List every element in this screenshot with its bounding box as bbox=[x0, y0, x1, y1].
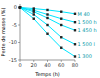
x-axis-label: Temps (h) bbox=[34, 71, 60, 78]
point bbox=[19, 6, 21, 8]
point bbox=[33, 18, 35, 20]
series-line bbox=[20, 8, 75, 45]
x-tick-label: 60 bbox=[58, 62, 64, 68]
point bbox=[19, 6, 21, 8]
point bbox=[74, 43, 76, 45]
point bbox=[19, 6, 21, 8]
y-tick-label: -15 bbox=[9, 57, 17, 63]
series-line bbox=[20, 8, 75, 14]
point bbox=[60, 11, 62, 13]
y-tick-label: -10 bbox=[9, 39, 17, 45]
series-label: M 40 bbox=[78, 11, 90, 17]
point bbox=[74, 55, 76, 57]
y-tick bbox=[18, 60, 20, 61]
x-tick-label: 80 bbox=[72, 62, 78, 68]
point bbox=[74, 21, 76, 23]
series-label: 1 500 l bbox=[78, 41, 95, 47]
point bbox=[74, 13, 76, 15]
point bbox=[33, 11, 35, 13]
point bbox=[46, 13, 48, 15]
series-label: 1 300 bbox=[78, 53, 92, 59]
point bbox=[33, 13, 35, 15]
point bbox=[60, 18, 62, 20]
x-tick-label: 0 bbox=[18, 62, 21, 68]
y-tick bbox=[18, 42, 20, 43]
x-tick-label: 20 bbox=[31, 62, 37, 68]
point bbox=[46, 17, 48, 19]
chart: 0 20 40 60 80 0 -5 -10 -15 Temps (h) Perte de mass… bbox=[0, 0, 100, 78]
x-tick-label: 40 bbox=[44, 62, 50, 68]
point bbox=[46, 9, 48, 11]
point bbox=[19, 6, 21, 8]
point bbox=[74, 29, 76, 31]
point bbox=[19, 6, 21, 8]
series-label: 1 500 h bbox=[78, 19, 97, 25]
plot-area bbox=[19, 6, 76, 57]
series-label: 1 450 h bbox=[78, 27, 97, 33]
point bbox=[46, 24, 48, 26]
y-axis-line bbox=[20, 4, 21, 60]
y-tick bbox=[18, 25, 20, 26]
y-tick-label: -5 bbox=[12, 22, 17, 28]
point bbox=[60, 24, 62, 26]
series-line bbox=[20, 8, 75, 31]
y-axis-label: Perte de masse (%) bbox=[0, 8, 6, 57]
point bbox=[60, 47, 62, 49]
point bbox=[46, 33, 48, 35]
y-tick-label: 0 bbox=[14, 4, 17, 10]
point bbox=[60, 36, 62, 38]
series-line bbox=[20, 8, 75, 57]
